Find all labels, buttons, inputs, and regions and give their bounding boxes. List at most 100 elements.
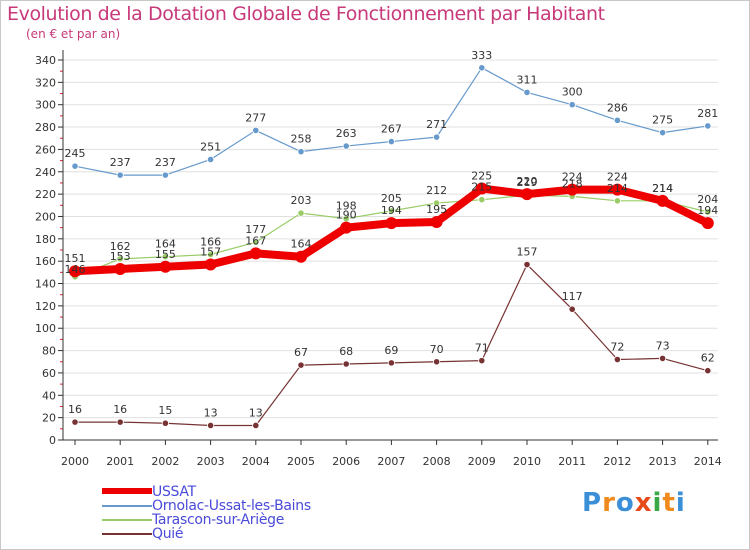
data-point [297, 209, 305, 217]
data-label: 73 [656, 339, 670, 352]
data-label: 214 [652, 182, 673, 195]
data-label: 153 [110, 250, 131, 263]
data-label: 224 [562, 171, 583, 184]
legend-label: USSAT [152, 484, 196, 500]
data-point [611, 183, 624, 196]
data-label: 212 [426, 184, 447, 197]
data-label: 258 [291, 133, 312, 146]
data-label: 146 [65, 263, 86, 276]
data-point [116, 255, 124, 263]
data-label: 198 [336, 200, 357, 213]
y-tick-label: 80 [42, 345, 56, 358]
data-point [161, 253, 169, 261]
y-tick-label: 20 [42, 412, 56, 425]
data-label: 333 [471, 49, 492, 62]
data-point [342, 142, 350, 150]
y-tick-label: 160 [35, 255, 56, 268]
data-point [656, 194, 669, 207]
data-point [566, 183, 579, 196]
data-point [478, 196, 486, 204]
data-point [432, 358, 441, 366]
data-point [116, 171, 124, 179]
legend-item: USSAT [102, 484, 362, 500]
data-point [252, 421, 260, 430]
data-point [69, 265, 81, 278]
data-point [340, 221, 353, 234]
data-point [432, 199, 441, 207]
data-label: 205 [381, 192, 402, 205]
y-tick-label: 40 [42, 389, 56, 402]
legend-label: Ornolac-Ussat-les-Bains [152, 498, 311, 514]
data-point [161, 419, 169, 427]
data-label: 219 [517, 176, 538, 189]
data-label: 275 [652, 114, 673, 127]
data-point [387, 137, 395, 146]
legend-item: Quié [102, 526, 362, 542]
data-label: 214 [607, 182, 628, 195]
x-tick-label: 2005 [287, 455, 315, 468]
data-point [521, 188, 533, 201]
data-label: 215 [471, 181, 492, 194]
data-label: 237 [110, 156, 131, 169]
x-tick-label: 2012 [603, 455, 631, 468]
y-tick-label: 260 [35, 143, 56, 156]
data-label: 251 [200, 140, 221, 153]
data-label: 162 [110, 240, 131, 253]
data-point [297, 148, 305, 156]
data-point [249, 247, 262, 260]
x-tick-label: 2006 [332, 455, 360, 468]
data-label: 157 [517, 246, 538, 259]
x-tick-label: 2014 [694, 455, 722, 468]
brand-letter: t [662, 488, 676, 518]
y-tick-label: 140 [35, 278, 56, 291]
data-point [297, 361, 305, 369]
data-point [613, 355, 622, 364]
x-tick-label: 2010 [513, 455, 541, 468]
data-point [114, 263, 127, 275]
data-point [71, 162, 79, 170]
chart-subtitle: (en € et par an) [26, 27, 121, 41]
data-label: 267 [381, 123, 402, 136]
data-label: 277 [245, 111, 266, 124]
data-point [207, 421, 215, 430]
data-label: 281 [697, 107, 718, 120]
data-point [704, 208, 712, 216]
data-label: 263 [336, 127, 357, 140]
data-point [704, 367, 712, 375]
data-label: 67 [294, 346, 308, 359]
data-point [295, 250, 307, 263]
data-label: 164 [291, 238, 312, 251]
data-label: 237 [155, 156, 176, 169]
y-tick-label: 340 [35, 54, 56, 67]
data-label: 71 [475, 342, 489, 355]
x-tick-label: 2002 [151, 455, 179, 468]
y-tick-label: 180 [35, 233, 56, 246]
data-label: 72 [610, 341, 624, 354]
data-label: 311 [517, 73, 538, 86]
y-tick-label: 280 [35, 121, 56, 134]
y-tick-label: 200 [35, 210, 56, 223]
legend-swatch [102, 533, 152, 535]
data-label: 117 [562, 290, 583, 303]
data-label: 62 [701, 352, 715, 365]
data-point [116, 418, 124, 426]
brand-letter: i [675, 488, 686, 518]
y-tick-label: 120 [35, 300, 56, 313]
x-tick-label: 2013 [649, 455, 677, 468]
x-tick-label: 2007 [377, 455, 405, 468]
data-label: 68 [339, 345, 353, 358]
data-label: 16 [68, 403, 82, 416]
legend-swatch [102, 519, 152, 521]
data-label: 245 [65, 147, 86, 160]
x-tick-label: 2000 [61, 455, 89, 468]
line-chart: 0 20 40 60 80 100 120 140 160 180 200 220 240 260 280 3… [35, 49, 722, 468]
brand-letter: x [634, 488, 653, 518]
brand-letter: o [615, 488, 635, 518]
legend-label: Tarascon-sur-Ariège [152, 512, 285, 528]
brand-letter: i [652, 488, 663, 518]
data-point [475, 182, 488, 195]
data-label: 15 [158, 404, 172, 417]
data-label: 195 [426, 203, 447, 216]
data-label: 164 [155, 238, 176, 251]
